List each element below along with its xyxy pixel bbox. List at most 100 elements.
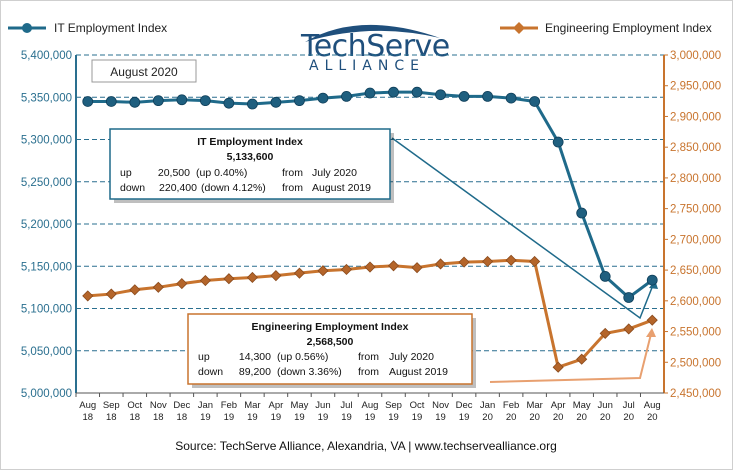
source-note: Source: TechServe Alliance, Alexandria, … [175,439,557,453]
x-tick-year: 18 [177,412,188,423]
techserve-logo: TechServe ALLIANCE [300,24,450,74]
eng-info-row1-period: July 2020 [389,351,434,363]
series-it-point [599,270,611,282]
eng-info-row1-from: from [358,351,379,363]
x-tick-month: Nov [432,400,449,411]
it-info-row2-amount: 220,400 [159,182,197,194]
x-tick-year: 19 [412,412,423,423]
series-engineering-point [270,270,282,282]
x-tick-year: 19 [459,412,470,423]
x-tick-month: May [290,400,308,411]
series-it-point [341,91,352,102]
series-engineering-point [552,361,564,373]
logo-sub-text: ALLIANCE [309,58,425,74]
x-tick-month: Mar [526,400,542,411]
x-tick-month: Apr [269,400,284,411]
series-it-point [317,92,329,104]
x-tick-year: 20 [623,412,634,423]
series-engineering-point [599,327,611,339]
series-engineering-point [129,284,141,296]
legend-it-label: IT Employment Index [54,21,167,35]
x-tick-year: 19 [224,412,235,423]
x-tick-year: 20 [506,412,517,423]
left-tick-label: 5,250,000 [21,177,72,189]
series-it-point [270,96,282,108]
series-it-point [176,94,188,106]
series-engineering-point [293,267,306,279]
series-it-point [576,207,588,219]
it-info-row2-dir: down [120,182,145,194]
x-tick-year: 19 [388,412,399,423]
x-tick-month: Oct [410,400,425,411]
series-it-point [105,96,117,107]
x-tick-month: Dec [173,400,190,411]
left-tick-label: 5,300,000 [21,135,72,147]
x-tick-year: 20 [576,412,587,423]
right-tick-label: 2,900,000 [670,111,721,123]
series-engineering-point [82,290,94,302]
x-tick-year: 18 [82,412,93,423]
x-tick-year: 18 [106,412,117,423]
period-label-frame [91,59,197,83]
series-engineering [82,254,658,373]
series-it-point [82,96,94,107]
eng-callout-arrowhead-icon [646,328,656,337]
x-tick-month: Apr [551,400,566,411]
x-tick-month: Aug [79,400,96,411]
x-tick-year: 20 [553,412,564,423]
eng-info-row1-amount: 14,300 [239,351,271,363]
it-info-row1-pct: (up 0.40%) [196,167,247,179]
eng-info-row2-period: August 2019 [389,366,448,378]
x-tick-year: 20 [482,412,493,423]
legend-eng-marker-icon [513,22,525,34]
left-tick-label: 5,000,000 [21,388,72,400]
series-it-point [364,87,376,99]
left-tick-label: 5,050,000 [21,346,72,358]
series-it-point [199,95,211,107]
series-it-point [435,89,446,101]
x-tick-month: Dec [456,400,473,411]
right-tick-label: 2,950,000 [670,81,721,93]
x-tick-year: 19 [294,412,305,423]
x-tick-month: Feb [221,400,237,411]
series-it-point [388,86,399,98]
right-tick-label: 2,600,000 [670,296,721,308]
series-engineering-point [364,261,376,273]
x-tick-month: Jun [598,400,613,411]
x-tick-month: Aug [644,400,661,411]
series-engineering-point [482,255,494,268]
x-tick-month: Jan [198,400,213,411]
eng-info-title: Engineering Employment Index [252,321,409,333]
period-label: August 2020 [110,65,178,79]
legend-eng-label: Engineering Employment Index [545,21,712,35]
x-tick-month: Mar [244,400,260,411]
left-tick-label: 5,350,000 [21,92,72,104]
it-info-value: 5,133,600 [227,151,274,163]
series-engineering-point [623,323,635,335]
series-engineering-point [317,265,329,277]
x-tick-year: 19 [365,412,376,423]
series-engineering-point [176,278,188,290]
series-engineering-point [576,353,588,365]
legend-it-marker-icon [22,23,32,33]
left-tick-label: 5,100,000 [21,304,72,316]
right-axis-ticks: 2,450,000 2,500,000 2,550,000 2,600,000 2,65… [664,50,721,400]
eng-info-value: 2,568,500 [307,336,354,348]
right-tick-label: 2,850,000 [670,142,721,154]
x-tick-year: 20 [600,412,611,423]
x-tick-month: Jan [480,400,495,411]
series-it-point [482,91,494,102]
it-info-frame [109,128,391,200]
it-info-row1-from: from [282,167,303,179]
x-tick-month: Jul [340,400,352,411]
logo-swoosh-icon [305,24,440,42]
it-info-row2-period: August 2019 [312,182,371,194]
left-axis-ticks: 5,000,000 5,050,000 5,100,000 5,150,000 5,20… [21,50,72,400]
left-tick-label: 5,200,000 [21,219,72,231]
x-tick-year: 19 [200,412,211,423]
series-engineering-point [246,271,258,284]
eng-info-row2-dir: down [198,366,223,378]
eng-callout-arrow [489,328,656,383]
right-tick-label: 2,750,000 [670,204,721,216]
